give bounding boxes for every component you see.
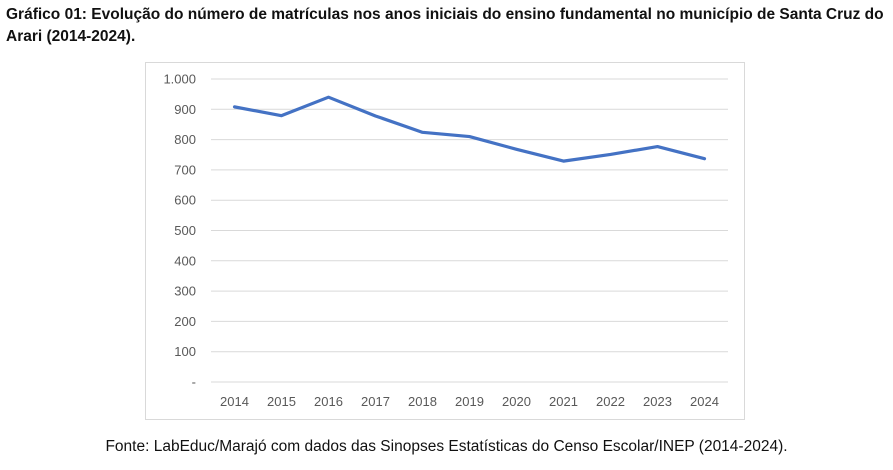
y-tick-label: 600 xyxy=(174,193,196,208)
y-tick-label: 900 xyxy=(174,102,196,117)
series-line xyxy=(232,95,707,163)
y-tick-label: 500 xyxy=(174,223,196,238)
x-tick-label: 2021 xyxy=(549,394,578,409)
x-tick-label: 2024 xyxy=(690,394,719,409)
y-tick-label: 1.000 xyxy=(163,72,196,87)
x-tick-label: 2015 xyxy=(267,394,296,409)
x-tick-label: 2018 xyxy=(408,394,437,409)
y-tick-label: - xyxy=(192,375,196,390)
y-tick-label: 400 xyxy=(174,253,196,268)
y-tick-label: 200 xyxy=(174,314,196,329)
x-tick-label: 2014 xyxy=(220,394,249,409)
x-tick-label: 2016 xyxy=(314,394,343,409)
y-tick-label: 800 xyxy=(174,132,196,147)
y-tick-label: 100 xyxy=(174,344,196,359)
x-tick-label: 2022 xyxy=(596,394,625,409)
chart-title: Gráfico 01: Evolução do número de matríc… xyxy=(6,6,884,45)
line-chart: - 100 200 300 400 500 600 700 800 900 1.000 2014 201… xyxy=(163,72,728,409)
x-tick-label: 2023 xyxy=(643,394,672,409)
y-tick-label: 300 xyxy=(174,284,196,299)
x-tick-label: 2017 xyxy=(361,394,390,409)
source-note: Fonte: LabEduc/Marajó com dados das Sino… xyxy=(105,438,788,455)
x-tick-label: 2020 xyxy=(502,394,531,409)
x-tick-label: 2019 xyxy=(455,394,484,409)
chart-area: - 100 200 300 400 500 600 700 800 900 1.000 2014 201… xyxy=(145,62,745,420)
y-tick-label: 700 xyxy=(174,162,196,177)
